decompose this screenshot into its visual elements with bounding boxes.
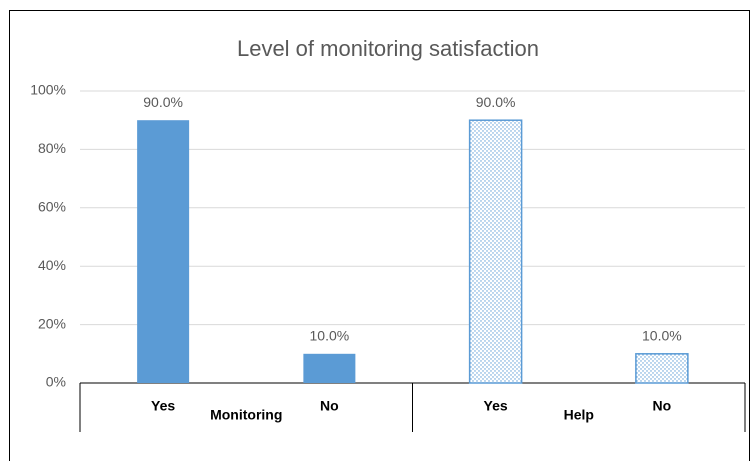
y-tick-label: 20% bbox=[38, 315, 66, 331]
y-tick-label: 60% bbox=[38, 199, 66, 215]
group-label: Monitoring bbox=[210, 407, 282, 423]
chart-title: Level of monitoring satisfaction bbox=[237, 36, 539, 61]
x-tick-label: Yes bbox=[151, 398, 175, 414]
bar bbox=[468, 119, 523, 384]
bar bbox=[137, 120, 190, 383]
chart-border bbox=[9, 10, 750, 461]
x-tick-label: No bbox=[320, 398, 339, 414]
y-tick-label: 40% bbox=[38, 257, 66, 273]
data-label: 90.0% bbox=[476, 94, 516, 110]
x-tick-label: No bbox=[653, 398, 672, 414]
y-tick-label: 0% bbox=[46, 374, 66, 390]
y-tick-label: 100% bbox=[30, 82, 66, 98]
data-label: 10.0% bbox=[642, 328, 682, 344]
bar bbox=[303, 353, 356, 383]
data-label: 90.0% bbox=[143, 94, 183, 110]
bar bbox=[635, 353, 689, 384]
group-label: Help bbox=[564, 407, 594, 423]
y-tick-label: 80% bbox=[38, 140, 66, 156]
data-label: 10.0% bbox=[310, 328, 350, 344]
x-tick-label: Yes bbox=[484, 398, 508, 414]
